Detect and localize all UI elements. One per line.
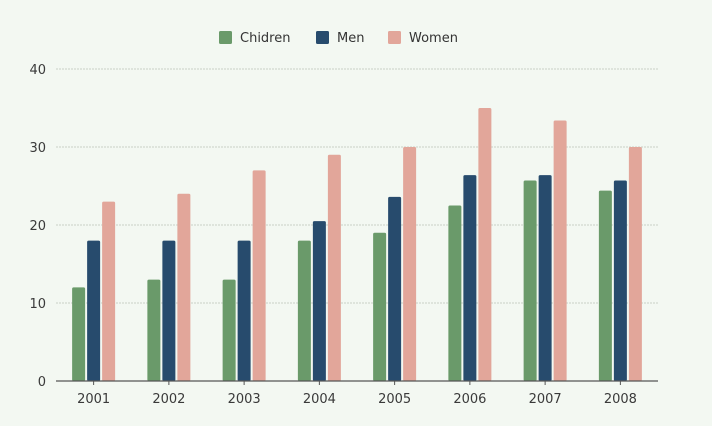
legend-swatch-chidren [219,31,232,44]
bar-chidren-2004 [297,240,311,381]
y-tick-label: 10 [29,297,46,312]
legend-label-men: Men [337,31,364,46]
bar-men-2001 [87,240,101,381]
x-tick-label: 2003 [228,392,261,407]
x-tick-label: 2002 [152,392,185,407]
legend-swatch-women [388,31,401,44]
bar-women-2001 [102,201,116,381]
bar-chidren-2006 [448,205,462,381]
bar-men-2004 [312,221,326,381]
y-tick-label: 20 [29,219,46,234]
bar-women-2007 [553,120,567,381]
bar-women-2006 [478,108,492,381]
bar-men-2002 [162,240,176,381]
bar-chidren-2005 [373,232,387,381]
bar-men-2006 [463,175,477,381]
legend-label-women: Women [409,31,458,46]
bar-men-2007 [538,175,552,381]
axes: 0 10 20 30 40 2001 2002 2003 2004 2005 2006 2007 200… [29,63,658,407]
legend: Chidren Men Women [219,31,458,46]
x-tick-label: 2007 [529,392,562,407]
y-tick-label: 30 [29,141,46,156]
bar-chidren-2008 [598,190,612,381]
x-tick-label: 2005 [378,392,411,407]
bar-women-2008 [628,147,642,381]
bar-chidren-2002 [147,279,161,381]
bars [72,108,642,381]
bar-women-2005 [403,147,417,381]
gridlines [56,68,658,304]
bar-women-2003 [252,170,266,381]
bar-men-2008 [613,180,627,381]
legend-swatch-men [316,31,329,44]
x-tick-label: 2008 [604,392,637,407]
bar-men-2003 [237,240,251,381]
y-tick-label: 0 [38,375,46,390]
bar-women-2004 [327,154,341,381]
bar-women-2002 [177,193,191,381]
legend-label-chidren: Chidren [240,31,290,46]
y-tick-label: 40 [29,63,46,78]
bar-chidren-2003 [222,279,236,381]
x-tick-label: 2004 [303,392,336,407]
x-tick-label: 2001 [77,392,110,407]
x-tick-label: 2006 [453,392,486,407]
bar-chidren-2001 [72,287,86,381]
bar-men-2005 [388,196,402,381]
bar-chidren-2007 [523,180,537,381]
